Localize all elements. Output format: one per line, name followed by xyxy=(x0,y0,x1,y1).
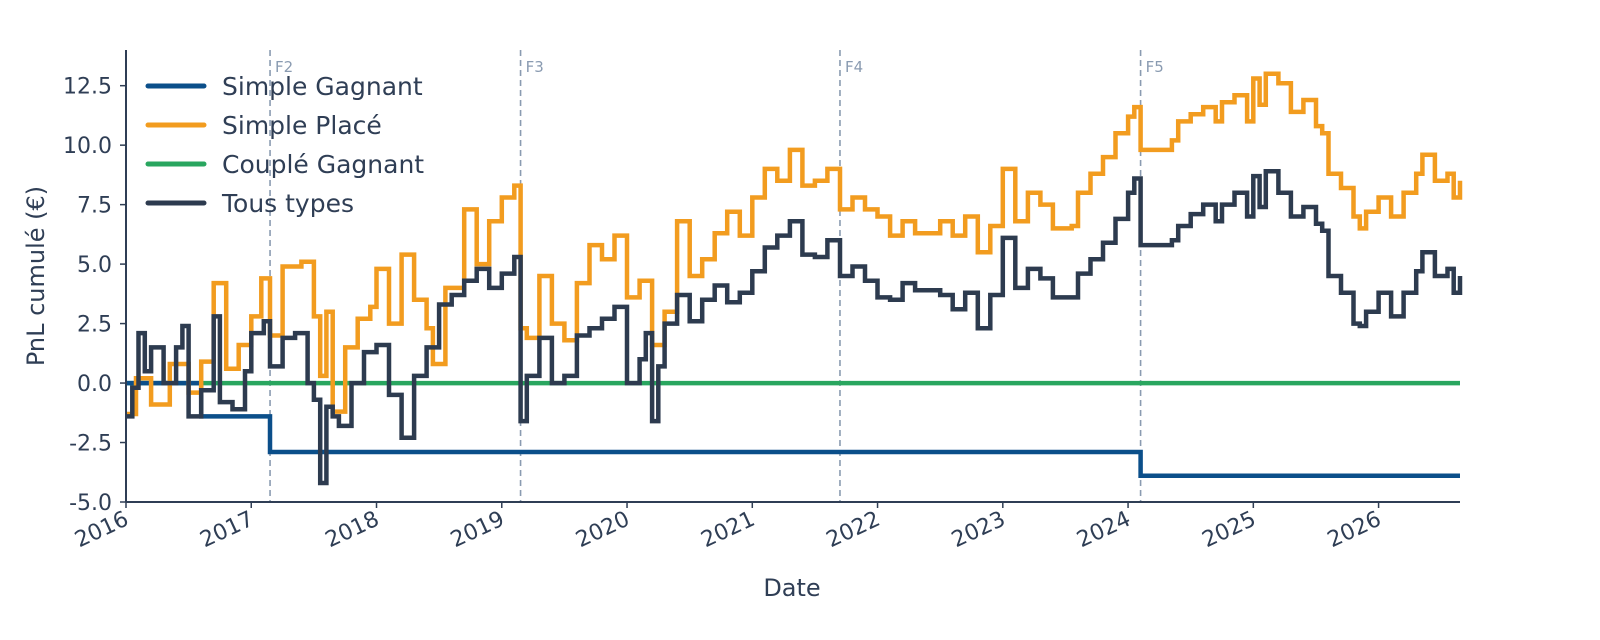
x-tick-label: 2020 xyxy=(572,507,633,553)
x-tick-label: 2019 xyxy=(447,507,508,553)
marker-label-f5: F5 xyxy=(1146,58,1164,76)
x-tick-label: 2025 xyxy=(1199,507,1260,553)
y-ticks: -5.0 -2.5 0.0 2.5 5.0 7.5 10.0 12.5 xyxy=(63,75,126,516)
y-tick-label: 12.5 xyxy=(63,75,112,100)
y-axis-title: PnL cumulé (€) xyxy=(22,186,50,366)
marker-label-f2: F2 xyxy=(275,58,293,76)
y-tick-label: 2.5 xyxy=(77,313,112,338)
series-line-tous-types xyxy=(126,169,1463,486)
y-tick-label: -2.5 xyxy=(69,432,112,457)
marker-label-f4: F4 xyxy=(845,58,863,76)
x-tick-label: 2018 xyxy=(322,507,383,553)
marker-label-f3: F3 xyxy=(526,58,544,76)
x-tick-label: 2022 xyxy=(823,507,884,553)
x-ticks: 2016 2017 2018 2019 2020 2021 2022 2023 2024 2025… xyxy=(71,502,1385,553)
x-axis-title: Date xyxy=(763,574,820,602)
legend: Simple Gagnant Simple Placé Couplé Gagnant… xyxy=(145,72,424,218)
legend-label: Simple Placé xyxy=(222,111,382,140)
y-tick-label: 7.5 xyxy=(77,194,112,219)
y-tick-label: 5.0 xyxy=(77,253,112,278)
x-tick-label: 2026 xyxy=(1324,507,1385,553)
y-tick-label: 0.0 xyxy=(77,372,112,397)
x-tick-label: 2023 xyxy=(948,507,1009,553)
legend-label: Tous types xyxy=(221,189,354,218)
x-tick-label: 2017 xyxy=(196,507,257,553)
legend-label: Simple Gagnant xyxy=(222,72,423,101)
axes xyxy=(125,50,1460,503)
series-lines xyxy=(126,71,1463,486)
x-tick-label: 2024 xyxy=(1073,507,1134,553)
x-tick-label: 2021 xyxy=(698,507,759,553)
y-tick-label: 10.0 xyxy=(63,134,112,159)
legend-label: Couplé Gagnant xyxy=(222,150,424,179)
y-tick-label: -5.0 xyxy=(69,491,112,516)
series-line-simple-plac- xyxy=(126,71,1463,417)
